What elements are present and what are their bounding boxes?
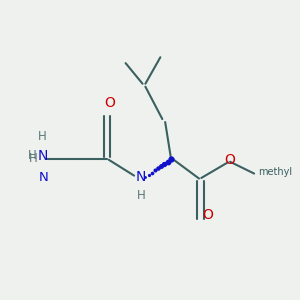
Text: methyl: methyl bbox=[258, 167, 292, 177]
Text: H: H bbox=[137, 189, 146, 202]
Text: N: N bbox=[37, 149, 47, 163]
Text: N: N bbox=[136, 170, 146, 184]
Text: H: H bbox=[28, 149, 37, 162]
Text: N: N bbox=[39, 172, 49, 184]
Text: H: H bbox=[38, 130, 47, 143]
Text: O: O bbox=[105, 96, 116, 110]
Text: O: O bbox=[225, 153, 236, 167]
Text: H: H bbox=[29, 152, 38, 165]
Text: O: O bbox=[202, 208, 213, 222]
